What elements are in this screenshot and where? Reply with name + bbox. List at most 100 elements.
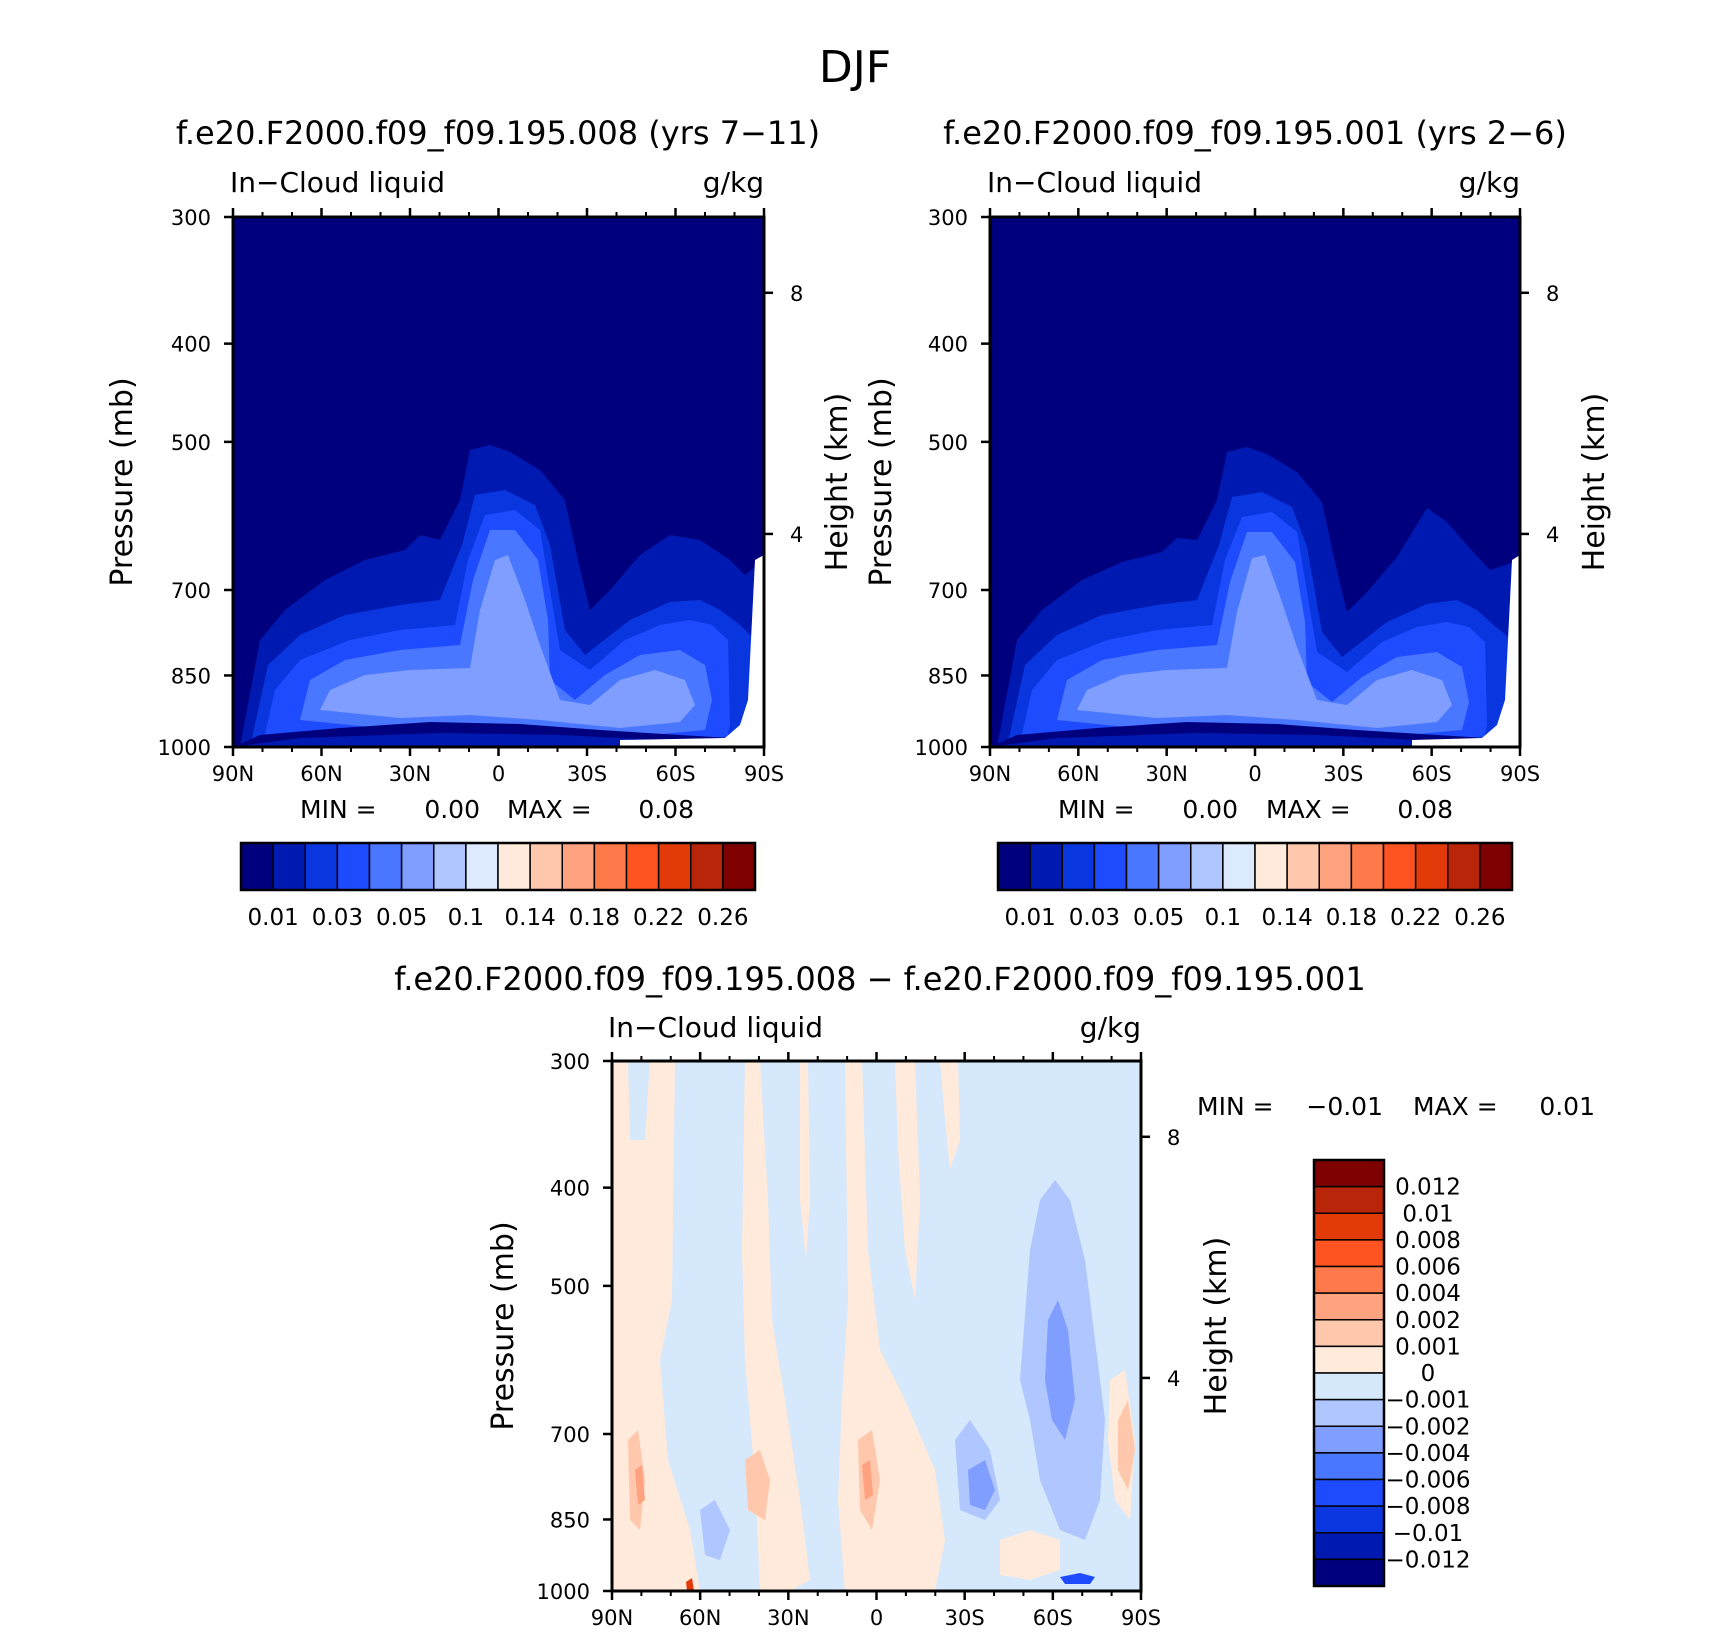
colorbar-swatch [997,842,1031,891]
contour-band-pos [895,1061,920,1300]
height-axis-label: Height (km) [1577,393,1612,572]
y-tick-label: 850 [171,664,211,688]
colorbar-swatch [272,842,306,891]
colorbar: 0.0120.010.0080.0060.0040.0020.0010−0.00… [1312,1158,1471,1588]
y-tick-label: 700 [550,1423,590,1447]
max-value: 0.01 [1539,1092,1595,1121]
units-label: g/kg [1459,166,1520,199]
colorbar-label: 0.05 [376,905,427,931]
colorbar-swatch [1313,1212,1385,1241]
colorbar-label: 0.14 [1262,905,1313,931]
min-value: −0.01 [1306,1092,1383,1121]
colorbar-swatch [433,842,467,891]
contour-band-pos [800,1061,810,1260]
colorbar-label: 0.002 [1395,1308,1461,1334]
x-tick-label: 60S [655,762,695,786]
pressure-axis-label: Pressure (mb) [864,377,899,586]
colorbar: 0.01 0.03 0.05 0.1 0.14 0.18 0.22 0.26 [996,841,1514,931]
y-tick-label: 700 [928,579,968,603]
colorbar-swatch [1313,1159,1385,1188]
colorbar-swatch [1125,842,1160,891]
y-tick-label: 400 [550,1177,590,1201]
x-tick-label: 30N [1145,762,1187,786]
y-tick-label: 300 [171,206,211,230]
contour-field [990,217,1520,747]
colorbar-label: −0.012 [1385,1547,1470,1573]
colorbar-swatch [1190,842,1224,891]
colorbar-label: 0.01 [1402,1201,1453,1227]
y-tick-label: 1000 [537,1580,590,1604]
colorbar-label: 0.01 [248,905,299,931]
contour-band-neg [1060,1573,1095,1584]
panel-difference: f.e20.F2000.f09_f09.195.008 − f.e20.F200… [394,960,1595,1630]
plot-frame: 90N 60N 30N 0 30S 60S 90S 300 400 500 700 850 1000 8 4 [158,206,804,786]
min-value: 0.00 [424,795,480,824]
colorbar-label: 0.18 [569,905,620,931]
colorbar-swatch [1061,842,1096,891]
colorbar: 0.01 0.03 0.05 0.1 0.14 0.18 0.22 0.26 [239,841,757,931]
min-label: MIN = [1058,795,1135,824]
colorbar-label: −0.01 [1393,1521,1463,1547]
colorbar-swatch [336,842,371,891]
x-tick-label: 30S [945,1606,985,1630]
contour-band-neg [968,1460,995,1510]
x-tick-label: 30N [767,1606,809,1630]
y-tick-label: 850 [928,664,968,688]
colorbar-label: −0.004 [1385,1441,1470,1467]
contour-band-pos [686,1578,694,1591]
colorbar-swatch [1313,1265,1385,1294]
colorbar-label: 0.01 [1005,905,1056,931]
pressure-axis-label: Pressure (mb) [105,377,140,586]
x-tick-label: 0 [492,762,505,786]
colorbar-label: 0.004 [1395,1281,1461,1307]
colorbar-swatch [1313,1185,1385,1214]
variable-label: In−Cloud liquid [608,1011,823,1044]
colorbar-swatch [1313,1292,1385,1321]
x-tick-label: 90N [969,762,1011,786]
y2-tick-label: 4 [1546,523,1559,547]
y-tick-label: 850 [550,1508,590,1532]
y-tick-label: 300 [928,206,968,230]
colorbar-label: 0.18 [1326,905,1377,931]
y-tick-label: 500 [928,431,968,455]
colorbar-label: 0.1 [1205,905,1242,931]
x-tick-label: 60S [1033,1606,1073,1630]
colorbar-swatch [1313,1319,1385,1348]
colorbar-swatch [657,842,692,891]
x-tick-label: 60N [1057,762,1099,786]
contour-band-pos [1118,1400,1135,1490]
colorbar-frame [239,841,757,892]
colorbar-frame [996,841,1514,892]
contour-band-pos [862,1460,873,1500]
min-label: MIN = [300,795,377,824]
y-tick-label: 1000 [915,736,968,760]
colorbar-swatch [1313,1425,1385,1454]
masked-region [1412,555,1520,747]
contour-band-pos [635,1465,645,1505]
y-tick-label: 500 [550,1275,590,1299]
contour-band-pos [940,1061,960,1170]
panel-title: f.e20.F2000.f09_f09.195.001 (yrs 2−6) [943,114,1567,152]
colorbar-label: 0.22 [1390,905,1441,931]
y-tick-label: 400 [171,333,211,357]
colorbar-label: 0.03 [312,905,363,931]
panel-title: f.e20.F2000.f09_f09.195.008 − f.e20.F200… [394,960,1366,998]
colorbar-swatch [1414,842,1449,891]
y-tick-label: 1000 [158,736,211,760]
max-value: 0.08 [1397,795,1453,824]
contour-band-7 [990,733,1520,747]
colorbar-swatch [561,842,596,891]
colorbar-swatch [1286,842,1320,891]
colorbar-label: 0.26 [1454,905,1505,931]
x-tick-label: 90S [744,762,784,786]
colorbar-swatch [1029,842,1063,891]
y2-tick-label: 8 [790,282,803,306]
colorbar-label: 0.008 [1395,1228,1461,1254]
colorbar-swatch [529,842,563,891]
x-tick-label: 30S [567,762,607,786]
y2-tick-label: 8 [1546,282,1559,306]
colorbar-swatch [1313,1532,1385,1561]
x-tick-label: 90S [1121,1606,1161,1630]
colorbar-label: 0.006 [1395,1255,1461,1281]
